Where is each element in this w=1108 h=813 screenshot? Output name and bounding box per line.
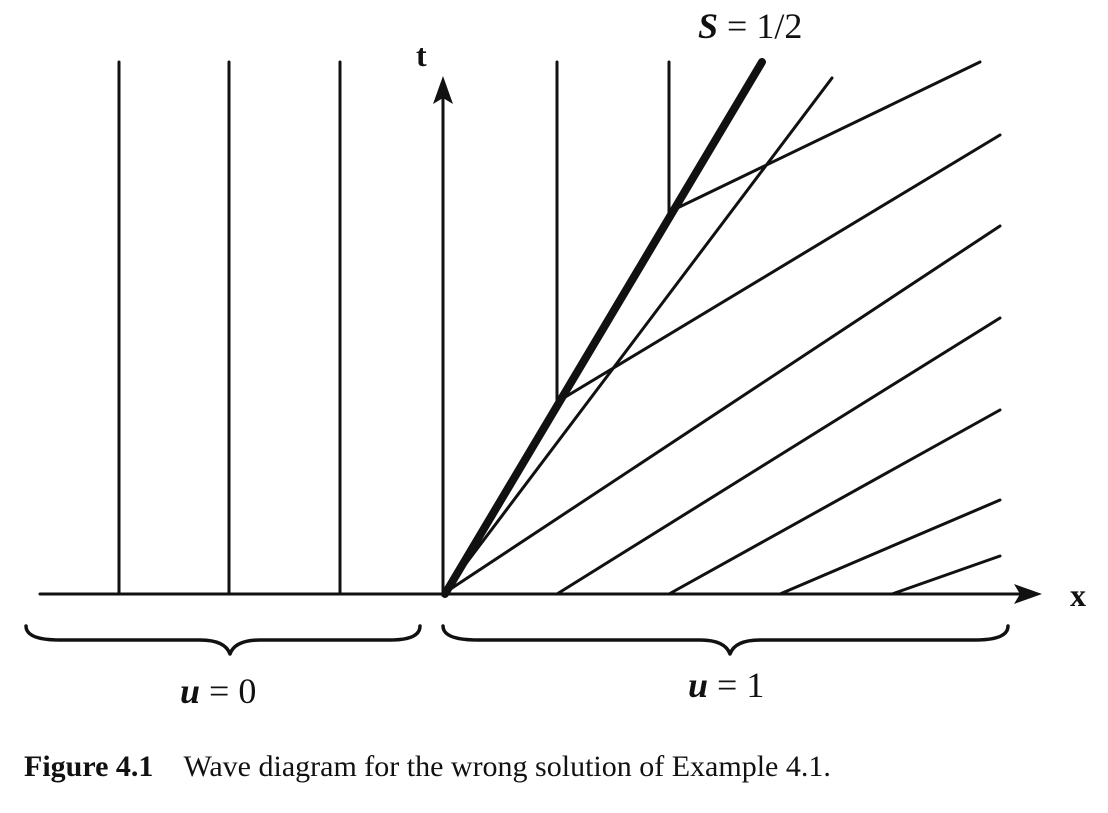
- slanted-characteristic: [441, 76, 834, 596]
- caption-text: Wave diagram for the wrong solution of E…: [183, 750, 831, 783]
- t-axis-arrowhead: [433, 76, 453, 104]
- slanted-characteristic: [890, 554, 1002, 596]
- x-axis-label: x: [1070, 577, 1086, 613]
- right-state-label: u = 1: [688, 665, 764, 705]
- shock-line: [441, 58, 766, 598]
- slanted-characteristic: [555, 133, 1002, 404]
- figure-caption: Figure 4.1 Wave diagram for the wrong sol…: [24, 750, 831, 784]
- slanted-characteristic: [667, 60, 982, 214]
- slanted-characteristic: [555, 316, 1002, 596]
- left-state-label: u = 0: [180, 671, 256, 711]
- slanted-characteristic: [441, 224, 1002, 596]
- slanted-characteristic: [778, 498, 1002, 596]
- x-axis-arrowhead: [1014, 584, 1042, 604]
- slanted-characteristic: [667, 408, 1002, 596]
- t-axis-label: t: [416, 37, 427, 73]
- left-brace: [24, 624, 422, 656]
- shock-label: S = 1/2: [698, 6, 802, 46]
- right-brace: [441, 624, 1010, 656]
- figure-number: Figure 4.1: [24, 750, 154, 783]
